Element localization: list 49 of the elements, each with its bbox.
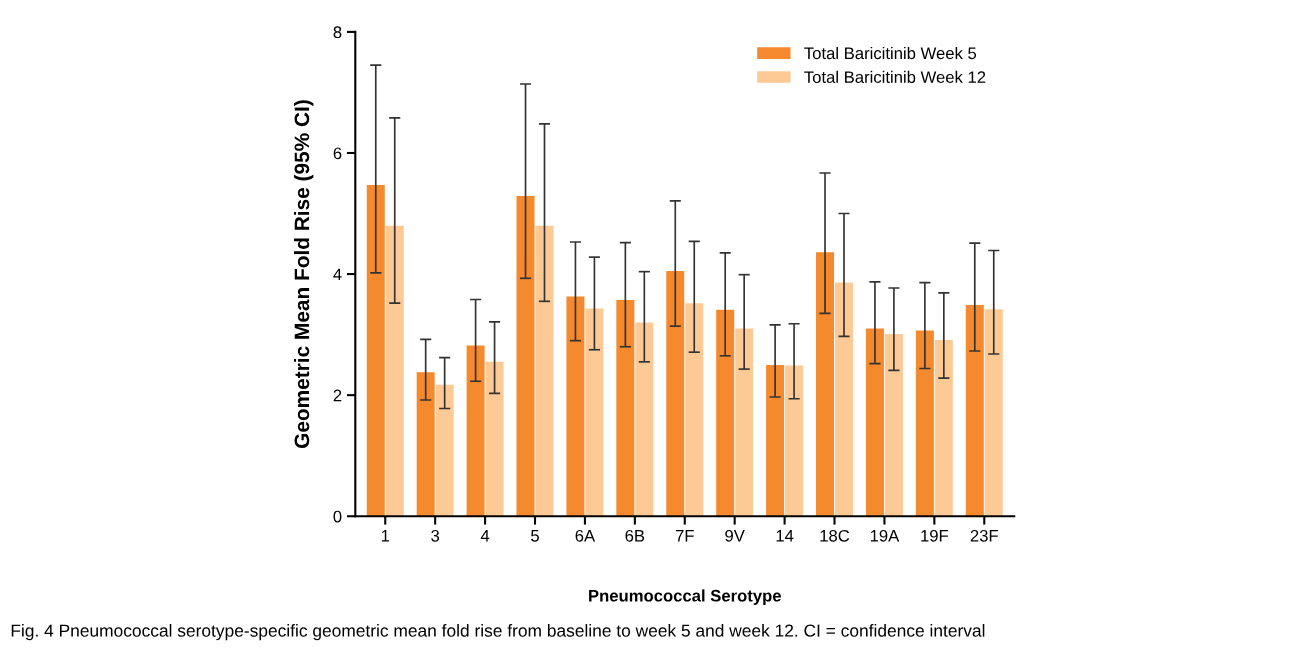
bar (535, 225, 554, 517)
y-tick-label: 4 (333, 268, 342, 281)
legend-label: Total Baricitinib Week 12 (804, 70, 986, 84)
bar (416, 372, 435, 517)
bar (785, 365, 804, 517)
x-tick-label: 19A (870, 529, 900, 542)
bar (485, 361, 504, 517)
x-tick-label: 5 (531, 530, 539, 542)
y-axis-title: Geometric Mean Fold Rise (95% CI) (293, 100, 314, 449)
bar (735, 328, 754, 517)
bar (915, 330, 934, 517)
bar (685, 303, 704, 517)
bar (766, 364, 785, 517)
x-tick-label: 14 (776, 530, 794, 542)
x-tick-label: 1 (381, 530, 390, 542)
bar (865, 328, 884, 517)
bar (566, 296, 585, 517)
y-tick-label: 0 (333, 510, 342, 523)
bar (984, 309, 1003, 517)
bar (435, 384, 454, 517)
bar (385, 225, 404, 517)
bar (466, 345, 485, 517)
x-tick-label: 7F (675, 530, 694, 542)
bar (965, 304, 984, 517)
bar (816, 252, 835, 517)
bar (884, 334, 903, 517)
bar (934, 340, 953, 517)
x-tick-label: 19F (921, 529, 949, 542)
y-tick-label: 2 (333, 389, 342, 402)
legend-label: Total Baricitinib Week 5 (804, 46, 977, 60)
x-tick-label: 4 (480, 530, 490, 542)
x-tick-label: 9V (725, 529, 745, 542)
bar (366, 185, 385, 517)
x-tick-label: 6A (575, 529, 596, 542)
x-tick-label: 3 (431, 529, 440, 542)
x-tick-label: 18C (820, 529, 850, 542)
bar (516, 195, 535, 517)
x-tick-label: 6B (625, 529, 645, 542)
bar (616, 300, 635, 517)
bar (585, 308, 604, 517)
caption: Fig. 4 Pneumococcal serotype-specific geometric mean fold rise from baseline to week 5 and week 12. CI = confidence interval (11, 624, 985, 641)
y-tick-label: 6 (333, 147, 342, 160)
bar (716, 309, 735, 517)
y-tick-label: 8 (333, 26, 342, 39)
bar (834, 282, 854, 517)
x-tick-label: 23F (970, 529, 998, 542)
bar (635, 322, 654, 517)
x-axis-title: Pneumococcal Serotype (589, 589, 781, 605)
bar (666, 271, 685, 517)
